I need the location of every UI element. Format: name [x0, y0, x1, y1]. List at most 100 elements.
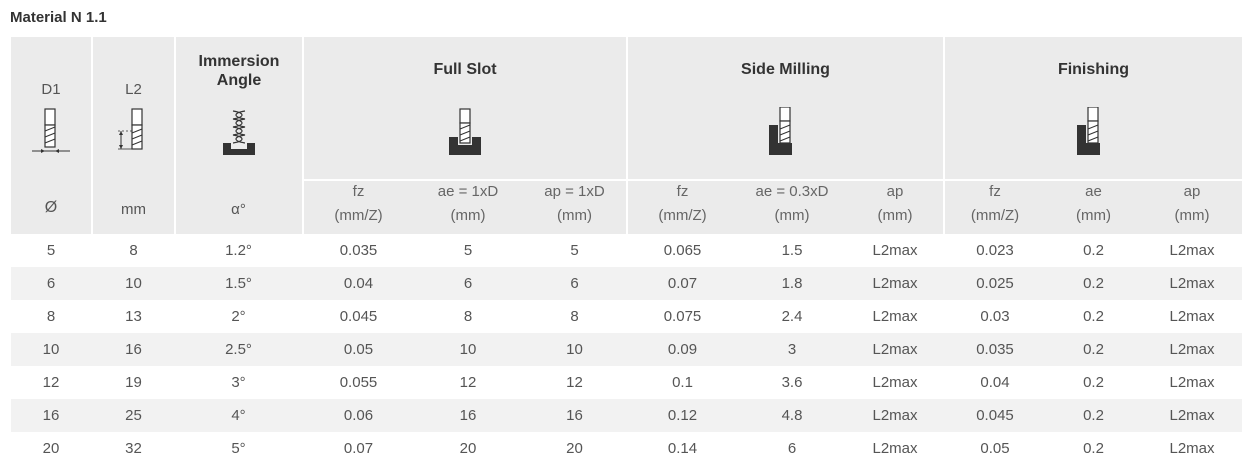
- group-divider: [945, 179, 1242, 181]
- table-cell: 10: [125, 275, 142, 292]
- col-header-line1: fz: [989, 183, 1001, 200]
- table-cell: 8: [129, 242, 138, 259]
- table-cell: 25: [125, 407, 142, 424]
- col-header-line1: ae = 0.3xD: [755, 183, 829, 200]
- column-divider: [302, 37, 304, 234]
- table-cell: 10: [42, 341, 60, 358]
- table-cell: 0.2: [1083, 308, 1104, 325]
- col-header-line1: ap = 1xD: [544, 183, 605, 200]
- table-cell: 16: [459, 407, 477, 424]
- table-row: 10 16 2.5° 0.05 10 10 0.09 3 L2max 0.035 0.2 L2max: [11, 333, 1242, 366]
- table-cell: 10: [459, 341, 477, 358]
- col-header-line2: (mm/Z): [658, 207, 707, 224]
- table-cell: 0.035: [339, 242, 378, 259]
- group-divider: [628, 179, 943, 181]
- table-cell: L2max: [872, 440, 918, 457]
- d1-unit: Ø: [44, 199, 58, 216]
- table-cell: L2max: [1169, 407, 1215, 424]
- finishing-title: Finishing: [1057, 61, 1130, 78]
- column-divider: [626, 37, 628, 234]
- l2-unit: mm: [121, 201, 146, 218]
- col-header-line1: fz: [676, 183, 689, 200]
- table-cell: 0.065: [663, 242, 702, 259]
- table-cell: 0.025: [976, 275, 1014, 292]
- table-cell: 0.075: [663, 308, 702, 325]
- table-cell: 0.04: [343, 275, 374, 292]
- table-cell: 16: [125, 341, 142, 358]
- col-header-line1: ap: [886, 183, 904, 200]
- table-cell: 2°: [231, 308, 246, 325]
- table-cell: 12: [459, 374, 477, 391]
- table-cell: 5: [46, 242, 56, 259]
- full-slot-diagram-icon: [449, 108, 481, 155]
- table-body: 5 8 1.2° 0.035 5 5 0.065 1.5 L2max 0.023 0.2 L2max 6…: [11, 234, 1242, 465]
- table-cell: 0.045: [976, 407, 1014, 424]
- col-header-line2: (mm): [1174, 207, 1210, 224]
- table-cell: 6: [46, 275, 56, 292]
- table-cell: 0.055: [339, 374, 378, 391]
- table-row: 8 13 2° 0.045 8 8 0.075 2.4 L2max 0.03 0.2 L2max: [11, 300, 1242, 333]
- finishing-fz-header: fz (mm/Z): [945, 180, 1045, 228]
- col-header-line1: ae: [1085, 183, 1102, 200]
- table-cell: 5: [570, 242, 579, 259]
- side-milling-fz-header: fz (mm/Z): [628, 180, 737, 228]
- table-cell: 6: [463, 275, 473, 292]
- table-cell: 0.12: [667, 407, 698, 424]
- table-cell: L2max: [1169, 242, 1215, 259]
- table-cell: 0.2: [1083, 440, 1104, 457]
- table-cell: L2max: [872, 275, 918, 292]
- table-cell: L2max: [1169, 275, 1215, 292]
- table-cell: 2.4: [781, 308, 803, 325]
- full-slot-fz-header: fz (mm/Z): [304, 180, 413, 228]
- table-cell: 3: [787, 341, 797, 358]
- length-diagram-icon: [118, 108, 143, 150]
- table-cell: L2max: [1169, 440, 1215, 457]
- side-milling-title: Side Milling: [741, 61, 830, 78]
- ramping-diagram-icon: [223, 110, 255, 155]
- table-cell: 20: [42, 440, 60, 457]
- diameter-diagram-icon: [32, 108, 70, 153]
- col-header-line2: (mm): [450, 207, 486, 224]
- col-header-line1: fz: [352, 183, 365, 200]
- col-header-line1: ae = 1xD: [437, 183, 499, 200]
- table-cell: 0.07: [667, 275, 698, 292]
- side-milling-diagram-icon: [769, 107, 792, 155]
- table-row: 20 32 5° 0.07 20 20 0.14 6 L2max 0.05 0.2 L2max: [11, 432, 1242, 465]
- d1-header-label: D1: [41, 81, 61, 98]
- table-title: Material N 1.1: [10, 9, 107, 26]
- table-cell: L2max: [872, 341, 918, 358]
- table-cell: 0.035: [976, 341, 1014, 358]
- table-row: 12 19 3° 0.055 12 12 0.1 3.6 L2max 0.04 0.2 L2max: [11, 366, 1242, 399]
- table-row: 16 25 4° 0.06 16 16 0.12 4.8 L2max 0.045 0.2 L2max: [11, 399, 1242, 432]
- table-cell: 16: [42, 407, 60, 424]
- table-row: 5 8 1.2° 0.035 5 5 0.065 1.5 L2max 0.023 0.2 L2max: [11, 234, 1242, 267]
- table-cell: 4°: [231, 407, 246, 424]
- col-header-line2: (mm): [774, 207, 810, 224]
- immersion-label-line2: Angle: [216, 72, 262, 89]
- col-header-line2: (mm): [877, 207, 913, 224]
- table-cell: L2max: [1169, 341, 1215, 358]
- col-header-line1: ap: [1183, 183, 1201, 200]
- table-cell: L2max: [1169, 374, 1215, 391]
- table-cell: 0.2: [1083, 242, 1104, 259]
- table-cell: 1.5: [781, 242, 803, 259]
- table-cell: 0.06: [343, 407, 374, 424]
- table-cell: 0.07: [343, 440, 374, 457]
- side-milling-ae-header: ae = 0.3xD (mm): [737, 180, 847, 228]
- full-slot-title: Full Slot: [433, 61, 497, 78]
- full-slot-ap-header: ap = 1xD (mm): [523, 180, 626, 228]
- table-cell: 19: [125, 374, 142, 391]
- table-cell: L2max: [872, 374, 918, 391]
- table-cell: 20: [459, 440, 477, 457]
- table-cell: 0.05: [343, 341, 374, 358]
- table-cell: 0.045: [339, 308, 378, 325]
- table-cell: 6: [570, 275, 579, 292]
- table-cell: 5: [463, 242, 473, 259]
- table-cell: 1.8: [781, 275, 803, 292]
- finishing-ap-header: ap (mm): [1142, 180, 1242, 228]
- table-cell: 8: [46, 308, 56, 325]
- finishing-ae-header: ae (mm): [1045, 180, 1142, 228]
- table-cell: L2max: [872, 308, 918, 325]
- table-cell: 8: [463, 308, 473, 325]
- table-cell: 0.05: [980, 440, 1010, 457]
